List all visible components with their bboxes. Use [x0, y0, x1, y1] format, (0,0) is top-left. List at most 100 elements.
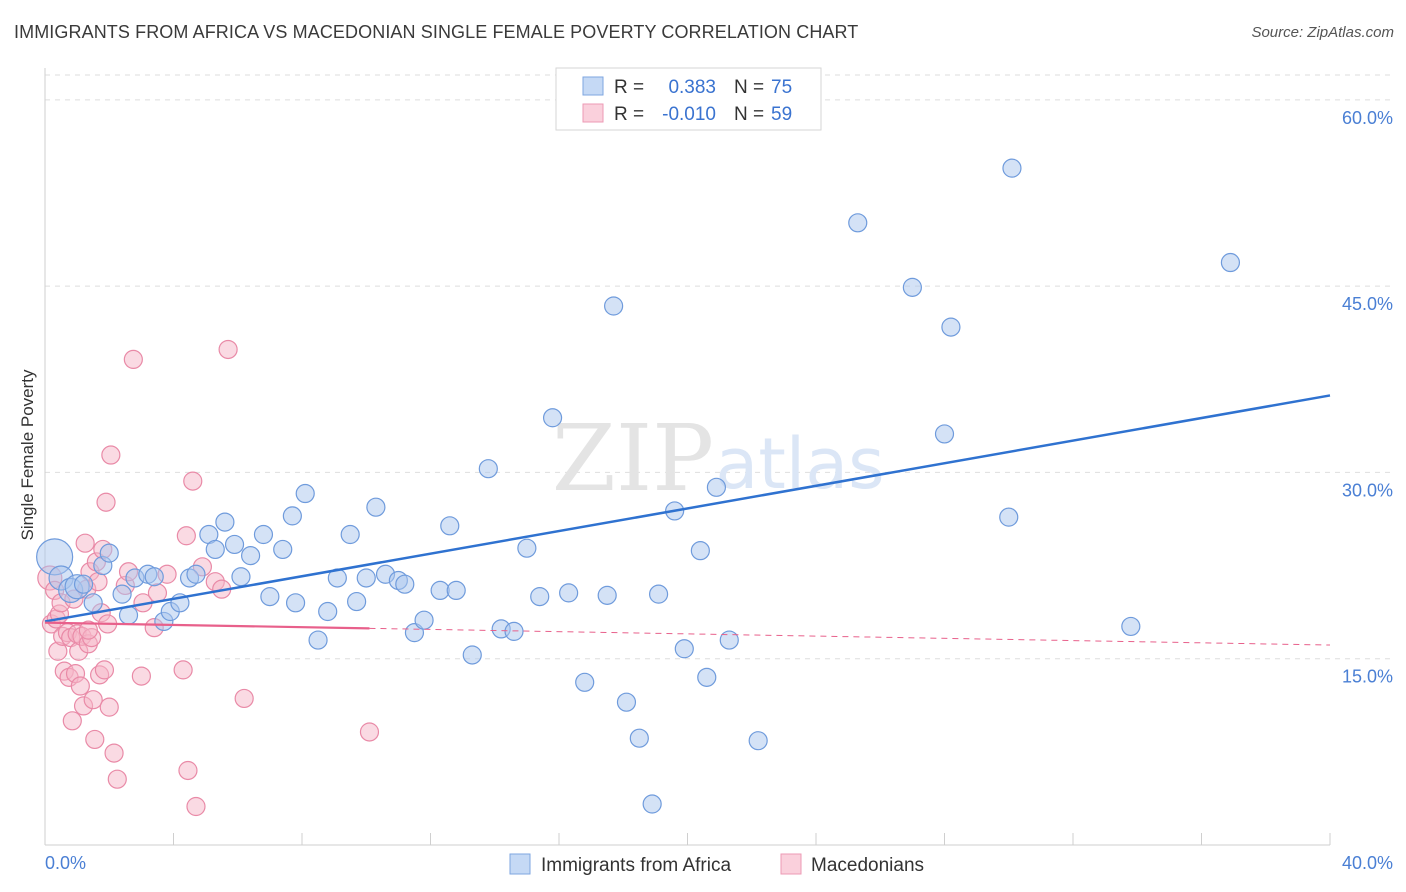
- data-point: [99, 543, 119, 563]
- data-point: [597, 585, 617, 605]
- data-point: [205, 539, 225, 560]
- trend-line-africa: [44, 394, 1331, 623]
- data-point: [308, 630, 328, 650]
- data-point: [674, 639, 694, 659]
- data-point: [144, 567, 164, 587]
- trend-lines: [44, 394, 1331, 646]
- chart-source: Source: ZipAtlas.com: [1251, 24, 1394, 41]
- data-point: [70, 676, 90, 696]
- data-point: [414, 610, 434, 630]
- data-point: [173, 660, 193, 680]
- data-point: [356, 568, 376, 588]
- data-point: [112, 584, 132, 604]
- x-tick-label: 0.0%: [45, 853, 86, 873]
- data-point: [530, 587, 550, 607]
- data-point: [446, 580, 466, 601]
- data-point: [719, 630, 739, 650]
- y-tick-label: 30.0%: [1342, 480, 1393, 500]
- data-point: [999, 507, 1019, 527]
- data-point: [96, 492, 116, 512]
- data-point: [183, 471, 203, 491]
- legend-n-value: 75: [771, 77, 792, 98]
- data-point: [359, 722, 380, 742]
- watermark-atlas: atlas: [715, 423, 884, 505]
- bottom-legend-swatch-pink: [780, 853, 802, 875]
- data-point: [697, 667, 717, 687]
- data-point: [366, 497, 386, 517]
- data-point: [104, 743, 124, 763]
- data-point: [517, 538, 537, 558]
- data-point: [629, 728, 649, 748]
- data-point: [941, 317, 961, 337]
- data-point: [504, 621, 524, 641]
- data-point: [902, 277, 922, 297]
- data-point: [99, 697, 119, 717]
- data-point: [78, 620, 98, 640]
- data-point: [176, 526, 196, 546]
- data-point: [83, 593, 103, 613]
- data-point: [934, 424, 955, 444]
- data-point: [395, 574, 415, 594]
- data-point: [318, 601, 338, 622]
- data-point: [575, 672, 595, 692]
- data-point: [347, 591, 367, 612]
- data-point: [178, 760, 198, 781]
- y-axis-label: Single Female Poverty: [18, 369, 37, 541]
- bottom-legend-label-macedonians: Macedonians: [811, 855, 924, 876]
- data-point: [559, 583, 579, 603]
- data-point: [131, 666, 151, 686]
- data-point: [231, 567, 251, 587]
- data-point: [123, 349, 143, 370]
- watermark: ZIP atlas: [552, 405, 885, 512]
- data-point: [215, 512, 235, 532]
- data-point: [273, 539, 293, 560]
- x-tick-label: 40.0%: [1342, 853, 1393, 873]
- series-immigrants-from-africa: [36, 158, 1241, 814]
- data-point: [542, 408, 563, 428]
- bottom-legend-label-africa: Immigrants from Africa: [541, 855, 731, 876]
- data-point: [186, 796, 206, 817]
- data-point: [62, 711, 82, 731]
- watermark-zip: ZIP: [552, 405, 714, 512]
- data-point: [285, 593, 306, 613]
- data-point: [253, 524, 274, 545]
- data-point: [186, 564, 206, 584]
- legend-swatch-pink: [582, 103, 604, 123]
- data-point: [616, 692, 637, 712]
- y-tick-label: 60.0%: [1342, 108, 1393, 128]
- legend-n-label: N =: [734, 104, 764, 125]
- data-point: [241, 546, 261, 566]
- data-point: [218, 339, 238, 360]
- data-point: [848, 213, 868, 233]
- data-point: [85, 729, 105, 750]
- data-point: [748, 731, 768, 751]
- bottom-legend-swatch-blue: [509, 853, 531, 875]
- data-point: [224, 534, 245, 555]
- data-point: [295, 483, 315, 504]
- bottom-legend: Immigrants from Africa Macedonians: [509, 853, 924, 876]
- data-point: [706, 477, 727, 497]
- data-point: [642, 794, 662, 814]
- data-point: [83, 690, 103, 710]
- data-point: [462, 645, 482, 665]
- data-point: [107, 769, 127, 789]
- data-point: [478, 459, 498, 479]
- data-point: [648, 584, 669, 604]
- chart-title: IMMIGRANTS FROM AFRICA VS MACEDONIAN SIN…: [14, 22, 859, 42]
- legend-r-value: 0.383: [668, 77, 716, 98]
- legend-r-label: R =: [614, 77, 644, 98]
- data-point: [75, 533, 95, 553]
- data-point: [440, 516, 460, 536]
- data-point: [430, 580, 450, 601]
- legend-swatch-blue: [582, 76, 604, 96]
- data-point: [260, 587, 280, 607]
- legend-n-label: N =: [734, 77, 764, 98]
- legend-r-value: -0.010: [662, 104, 716, 125]
- trend-line-macedonians: [44, 621, 370, 630]
- legend-r-label: R =: [614, 104, 644, 125]
- data-point: [604, 296, 624, 316]
- data-point: [340, 524, 360, 545]
- legend-n-value: 59: [771, 104, 792, 125]
- data-point: [94, 660, 115, 680]
